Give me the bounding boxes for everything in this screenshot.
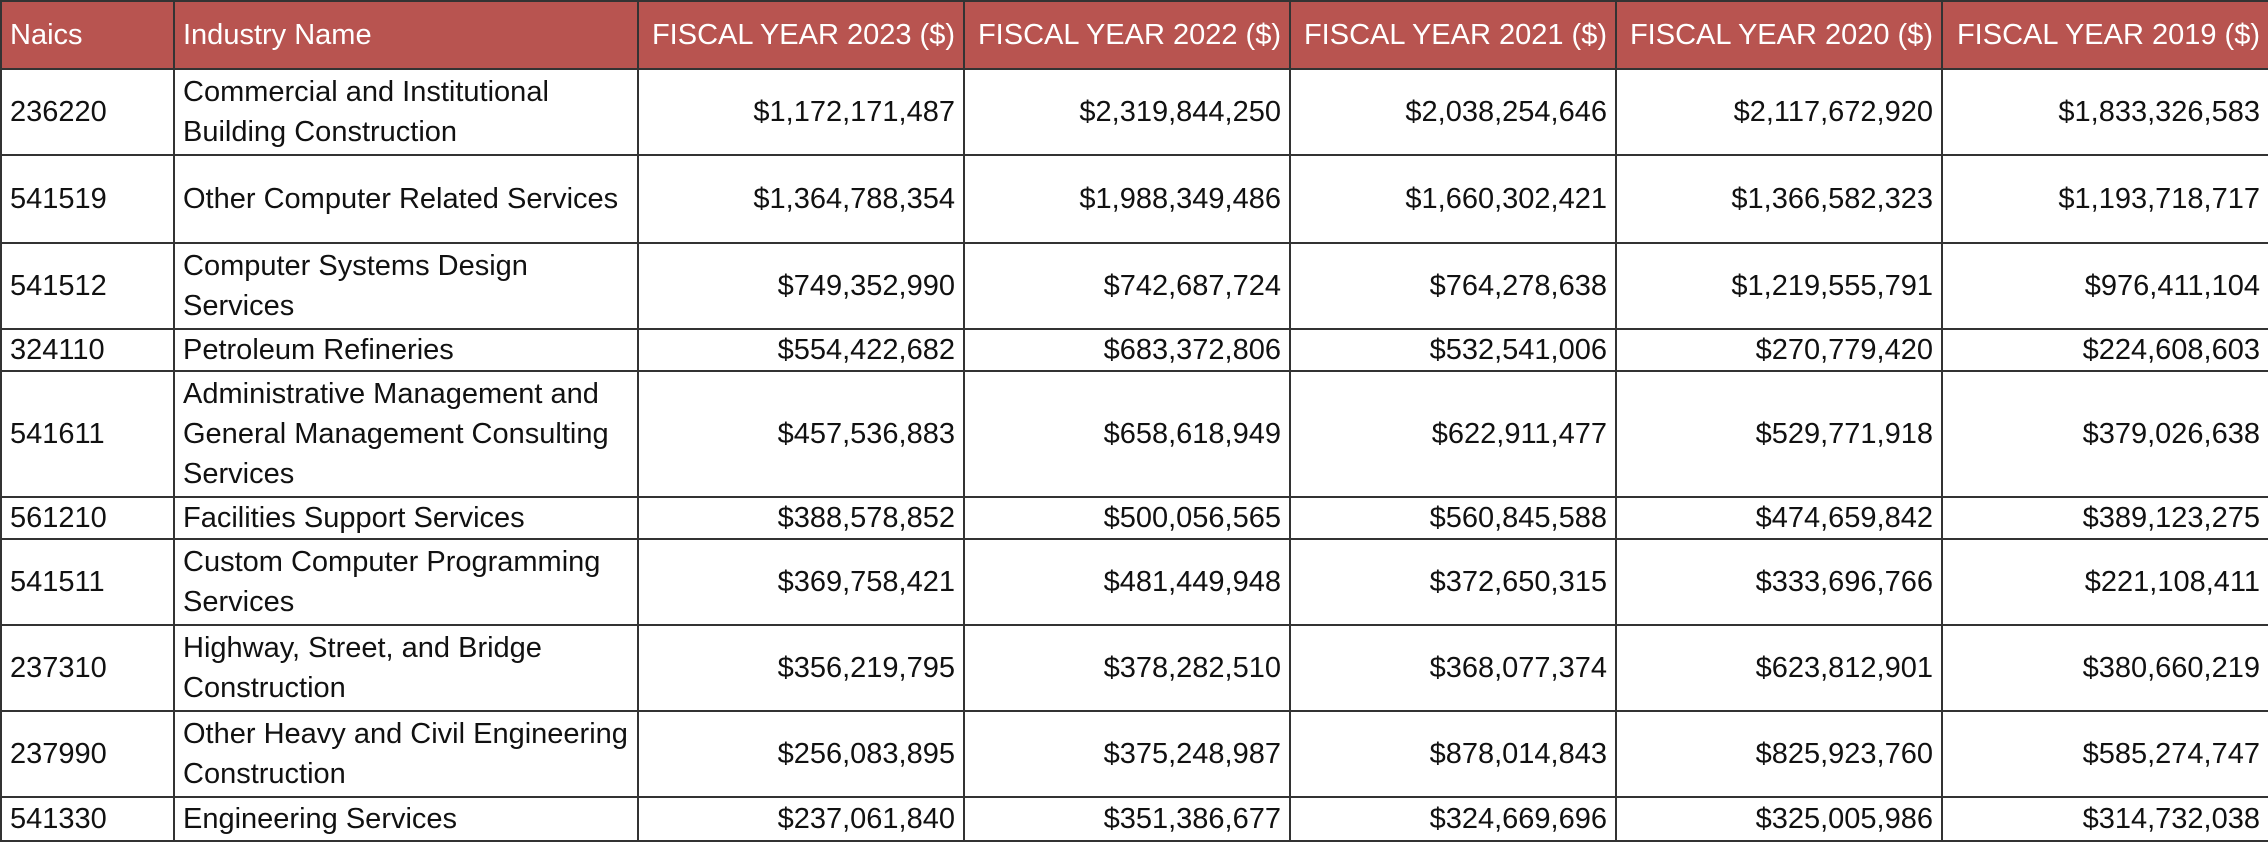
industry-name-cell: Custom Computer Programming Services: [173, 538, 639, 626]
industry-name-cell: Highway, Street, and Bridge Construction: [173, 624, 639, 712]
table-row: 541512 Computer Systems Design Services …: [0, 242, 2268, 330]
fy2019-cell: $976,411,104: [1941, 242, 2268, 330]
naics-cell: 237990: [0, 710, 175, 798]
naics-cell: 561210: [0, 496, 175, 540]
fy2023-cell: $554,422,682: [637, 328, 965, 372]
fy2022-cell: $375,248,987: [963, 710, 1291, 798]
industry-name-cell: Other Computer Related Services: [173, 154, 639, 244]
fy2019-cell: $389,123,275: [1941, 496, 2268, 540]
fy2023-cell: $369,758,421: [637, 538, 965, 626]
fy2019-cell: $221,108,411: [1941, 538, 2268, 626]
table-row: 541519 Other Computer Related Services $…: [0, 154, 2268, 244]
fy2023-cell: $388,578,852: [637, 496, 965, 540]
industry-name-cell: Engineering Services: [173, 796, 639, 842]
fy2023-cell: $457,536,883: [637, 370, 965, 498]
fy2021-cell: $324,669,696: [1289, 796, 1617, 842]
naics-cell: 324110: [0, 328, 175, 372]
fy2023-cell: $237,061,840: [637, 796, 965, 842]
industry-name-cell: Computer Systems Design Services: [173, 242, 639, 330]
fy2020-cell: $1,366,582,323: [1615, 154, 1943, 244]
table-row: 561210 Facilities Support Services $388,…: [0, 496, 2268, 540]
fy2019-cell: $224,608,603: [1941, 328, 2268, 372]
naics-cell: 237310: [0, 624, 175, 712]
fy2019-cell: $380,660,219: [1941, 624, 2268, 712]
table-row: 236220 Commercial and Institutional Buil…: [0, 68, 2268, 156]
fy2022-cell: $658,618,949: [963, 370, 1291, 498]
column-header-naics: Naics: [0, 0, 175, 70]
fy2022-cell: $378,282,510: [963, 624, 1291, 712]
table-row: 541511 Custom Computer Programming Servi…: [0, 538, 2268, 626]
industry-name-cell: Administrative Management and General Ma…: [173, 370, 639, 498]
column-header-fy2022: FISCAL YEAR 2022 ($): [963, 0, 1291, 70]
fy2020-cell: $325,005,986: [1615, 796, 1943, 842]
naics-cell: 541611: [0, 370, 175, 498]
fy2020-cell: $825,923,760: [1615, 710, 1943, 798]
naics-cell: 541511: [0, 538, 175, 626]
fy2020-cell: $333,696,766: [1615, 538, 1943, 626]
fy2019-cell: $1,833,326,583: [1941, 68, 2268, 156]
table-row: 324110 Petroleum Refineries $554,422,682…: [0, 328, 2268, 372]
fy2020-cell: $1,219,555,791: [1615, 242, 1943, 330]
fy2019-cell: $585,274,747: [1941, 710, 2268, 798]
fy2021-cell: $368,077,374: [1289, 624, 1617, 712]
fy2023-cell: $749,352,990: [637, 242, 965, 330]
fy2021-cell: $560,845,588: [1289, 496, 1617, 540]
industry-name-cell: Other Heavy and Civil Engineering Constr…: [173, 710, 639, 798]
column-header-industry-name: Industry Name: [173, 0, 639, 70]
fy2022-cell: $683,372,806: [963, 328, 1291, 372]
table-row: 541611 Administrative Management and Gen…: [0, 370, 2268, 498]
fy2019-cell: $1,193,718,717: [1941, 154, 2268, 244]
header-row: Naics Industry Name FISCAL YEAR 2023 ($)…: [0, 0, 2268, 70]
fy2021-cell: $2,038,254,646: [1289, 68, 1617, 156]
fy2022-cell: $351,386,677: [963, 796, 1291, 842]
column-header-fy2021: FISCAL YEAR 2021 ($): [1289, 0, 1617, 70]
industry-name-cell: Commercial and Institutional Building Co…: [173, 68, 639, 156]
fy2020-cell: $270,779,420: [1615, 328, 1943, 372]
naics-cell: 541512: [0, 242, 175, 330]
fy2021-cell: $1,660,302,421: [1289, 154, 1617, 244]
industry-name-cell: Petroleum Refineries: [173, 328, 639, 372]
fy2021-cell: $878,014,843: [1289, 710, 1617, 798]
fy2023-cell: $356,219,795: [637, 624, 965, 712]
fy2021-cell: $764,278,638: [1289, 242, 1617, 330]
fy2022-cell: $481,449,948: [963, 538, 1291, 626]
fy2022-cell: $1,988,349,486: [963, 154, 1291, 244]
naics-cell: 236220: [0, 68, 175, 156]
fy2023-cell: $1,364,788,354: [637, 154, 965, 244]
fy2022-cell: $742,687,724: [963, 242, 1291, 330]
fy2019-cell: $314,732,038: [1941, 796, 2268, 842]
fy2020-cell: $623,812,901: [1615, 624, 1943, 712]
fy2019-cell: $379,026,638: [1941, 370, 2268, 498]
fy2022-cell: $500,056,565: [963, 496, 1291, 540]
fy2020-cell: $529,771,918: [1615, 370, 1943, 498]
table-row: 541330 Engineering Services $237,061,840…: [0, 796, 2268, 842]
fy2020-cell: $474,659,842: [1615, 496, 1943, 540]
column-header-fy2023: FISCAL YEAR 2023 ($): [637, 0, 965, 70]
table-row: 237990 Other Heavy and Civil Engineering…: [0, 710, 2268, 798]
fy2021-cell: $622,911,477: [1289, 370, 1617, 498]
fy2023-cell: $256,083,895: [637, 710, 965, 798]
column-header-fy2019: FISCAL YEAR 2019 ($): [1941, 0, 2268, 70]
fy2023-cell: $1,172,171,487: [637, 68, 965, 156]
fy2021-cell: $372,650,315: [1289, 538, 1617, 626]
fy2022-cell: $2,319,844,250: [963, 68, 1291, 156]
naics-cell: 541330: [0, 796, 175, 842]
column-header-fy2020: FISCAL YEAR 2020 ($): [1615, 0, 1943, 70]
table-row: 237310 Highway, Street, and Bridge Const…: [0, 624, 2268, 712]
industry-name-cell: Facilities Support Services: [173, 496, 639, 540]
naics-cell: 541519: [0, 154, 175, 244]
fy2021-cell: $532,541,006: [1289, 328, 1617, 372]
fy2020-cell: $2,117,672,920: [1615, 68, 1943, 156]
